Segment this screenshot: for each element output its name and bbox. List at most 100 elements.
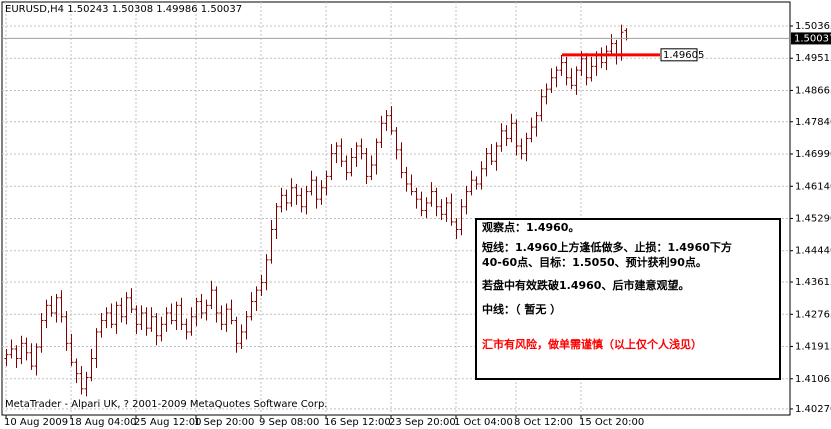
ohlc-bar <box>254 286 259 312</box>
ohlc-bar <box>464 185 469 215</box>
y-tick-label: 1.41915 <box>795 342 831 353</box>
ohlc-bar <box>439 199 444 221</box>
ohlc-bar <box>329 144 334 181</box>
ohlc-bar <box>514 119 519 156</box>
y-tick-label: 1.47840 <box>795 117 831 128</box>
footer: MetaTrader - Alpari UK, ? 2001-2009 Meta… <box>5 399 327 410</box>
ohlc-bar <box>374 138 379 175</box>
ohlc-bar <box>449 193 454 226</box>
ohlc-bar <box>279 187 284 213</box>
ohlc-bar <box>49 295 54 317</box>
ohlc-bar <box>189 307 194 336</box>
ohlc-bar <box>559 55 564 76</box>
ohlc-bar <box>89 348 94 382</box>
y-tick-label: 1.46990 <box>795 149 831 160</box>
ohlc-bar <box>404 166 409 192</box>
ohlc-bar <box>544 83 549 105</box>
ohlc-bar <box>59 290 64 323</box>
overlay: 1.50037 1.49605 <box>2 32 831 62</box>
ohlc-bar <box>479 161 484 190</box>
ohlc-bar <box>604 45 609 71</box>
ohlc-bar <box>289 178 294 207</box>
ohlc-bar <box>29 343 34 370</box>
ohlc-bar <box>169 303 174 325</box>
x-tick-label: 1 Oct 04:00 <box>454 417 513 428</box>
ohlc-bar <box>84 371 89 397</box>
annotation-box: 观察点：1.4960。 短线：1.4960上方逢低做多、止损：1.4960下方 … <box>475 218 781 380</box>
ohlc-bar <box>334 142 339 164</box>
ohlc-bar <box>219 305 224 331</box>
ohlc-bar <box>419 191 424 217</box>
ohlc-bar <box>294 183 299 205</box>
ohlc-bar <box>499 123 504 152</box>
annotation-line: 中线：（ 暂无 ） <box>482 302 561 316</box>
chart-title: EURUSD,H4 1.50243 1.50308 1.49986 1.5003… <box>5 4 242 15</box>
ohlc-bar <box>164 307 169 332</box>
ohlc-bar <box>14 345 19 368</box>
current-price-box <box>791 32 831 45</box>
ohlc-bar <box>209 280 214 310</box>
x-tick-label: 8 Oct 12:00 <box>514 417 573 428</box>
ohlc-bar <box>524 132 529 162</box>
ohlc-bar <box>454 218 459 239</box>
x-tick-label: 23 Sep 20:00 <box>389 417 456 428</box>
ohlc-bar <box>589 56 594 82</box>
ohlc-bar <box>179 297 184 331</box>
ohlc-bar <box>274 202 279 239</box>
ohlc-bar <box>284 189 289 211</box>
ohlc-bar <box>229 299 234 325</box>
ohlc-bar <box>239 324 244 349</box>
ohlc-bar <box>184 318 189 340</box>
ohlc-bar <box>154 312 159 346</box>
ohlc-bar <box>24 337 29 361</box>
bars <box>4 24 629 397</box>
ohlc-bar <box>264 254 269 291</box>
ohlc-bar <box>269 220 274 264</box>
ohlc-bar <box>444 197 449 222</box>
ohlc-bar <box>139 305 144 331</box>
ohlc-bar <box>314 176 319 209</box>
ohlc-bar <box>34 343 39 376</box>
annotation-frame <box>475 218 781 380</box>
ohlc-bar <box>119 297 124 323</box>
ohlc-bar <box>79 366 84 395</box>
annotation-warning: 汇市有风险，做单需谨慎（以上仅个人浅见） <box>482 337 702 351</box>
ohlc-bar <box>349 147 354 177</box>
ohlc-bar <box>484 147 489 177</box>
y-tick-label: 1.44440 <box>795 246 831 257</box>
x-tick-label: 1 Sep 20:00 <box>194 417 254 428</box>
ohlc-bar <box>429 182 434 207</box>
ohlc-bar <box>69 333 74 367</box>
x-tick-label: 16 Sep 12:00 <box>324 417 391 428</box>
ohlc-bar <box>94 328 99 368</box>
annotation-line: 短线：1.4960上方逢低做多、止损：1.4960下方 <box>482 240 732 254</box>
annotation-line: 观察点：1.4960。 <box>482 220 579 234</box>
ohlc-bar <box>104 307 109 329</box>
ohlc-bar <box>584 53 589 86</box>
ohlc-bar <box>574 66 579 95</box>
ohlc-bar <box>364 147 369 184</box>
ohlc-bar <box>304 185 309 215</box>
ohlc-bar <box>309 170 314 196</box>
ohlc-bar <box>494 142 499 171</box>
ohlc-bar <box>434 187 439 217</box>
ohlc-bar <box>144 307 149 336</box>
ohlc-bar <box>174 301 179 331</box>
ohlc-bar <box>319 180 324 205</box>
ohlc-bar <box>409 174 414 196</box>
ohlc-bar <box>249 292 254 321</box>
ohlc-bar <box>519 138 524 160</box>
ohlc-bar <box>129 288 134 313</box>
annotation-line: 若盘中有效跌破1.4960、后市建意观望。 <box>482 278 689 292</box>
ohlc-bar <box>9 339 14 359</box>
ohlc-bar <box>74 358 79 384</box>
current-price-label: 1.50037 <box>794 33 831 44</box>
ohlc-bar <box>554 66 559 88</box>
y-tick-label: 1.49515 <box>795 53 831 64</box>
ohlc-bar <box>214 286 219 323</box>
ohlc-bar <box>44 299 49 329</box>
ohlc-bar <box>399 142 404 179</box>
ohlc-bar <box>459 199 464 236</box>
level-box <box>660 48 698 62</box>
